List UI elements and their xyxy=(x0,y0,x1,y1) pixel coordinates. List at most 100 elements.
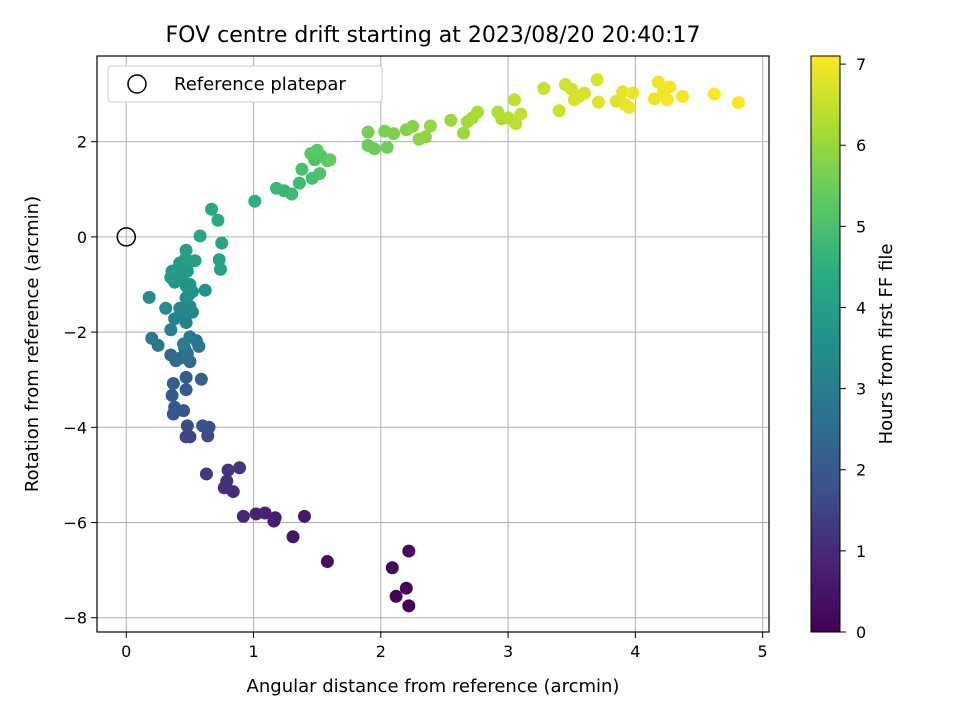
data-point xyxy=(591,95,605,109)
data-point xyxy=(297,509,311,523)
data-point xyxy=(663,80,677,94)
data-point xyxy=(268,511,282,525)
data-point xyxy=(313,167,327,181)
data-point xyxy=(179,370,193,384)
data-point xyxy=(731,96,745,110)
colorbar-tick-label: 2 xyxy=(856,461,866,480)
data-point xyxy=(380,140,394,154)
data-point xyxy=(165,264,179,278)
colorbar-ticks: 0 1 2 3 4 5 6 7 xyxy=(840,55,866,642)
chart-title: FOV centre drift starting at 2023/08/20 … xyxy=(166,23,701,48)
data-point xyxy=(205,202,219,216)
data-point xyxy=(179,383,193,397)
y-tick-label: −2 xyxy=(63,323,87,342)
data-point xyxy=(389,589,403,603)
data-point xyxy=(178,253,192,267)
data-point xyxy=(491,105,505,119)
data-point xyxy=(159,301,173,315)
colorbar-gradient xyxy=(810,55,841,633)
data-point xyxy=(221,463,235,477)
y-tick-label: −8 xyxy=(63,609,87,628)
data-point xyxy=(707,87,721,101)
data-point xyxy=(212,253,226,267)
x-tick-label: 5 xyxy=(758,642,768,661)
data-point xyxy=(660,93,674,107)
data-point xyxy=(651,75,665,89)
data-point xyxy=(233,461,247,475)
data-point xyxy=(179,243,193,257)
data-point xyxy=(537,81,551,95)
x-tick-label: 1 xyxy=(248,642,258,661)
colorbar-tick-label: 6 xyxy=(856,136,866,155)
data-point xyxy=(248,194,262,208)
data-point xyxy=(471,105,485,119)
colorbar-tick-label: 0 xyxy=(856,623,866,642)
legend-box xyxy=(107,65,383,103)
data-point xyxy=(236,509,250,523)
colorbar-tick-label: 7 xyxy=(856,55,866,74)
data-point xyxy=(198,283,212,297)
data-point xyxy=(188,254,202,268)
data-point xyxy=(647,92,661,106)
data-point xyxy=(165,388,179,402)
data-point xyxy=(457,126,471,140)
y-tick-label: 0 xyxy=(77,228,87,247)
legend-marker xyxy=(127,74,147,94)
data-point xyxy=(295,162,309,176)
data-point xyxy=(675,89,689,103)
data-point xyxy=(514,107,528,121)
data-point xyxy=(423,119,437,133)
y-axis-ticks: −8 −6 −4 −2 0 2 xyxy=(63,133,97,628)
data-point xyxy=(406,119,420,133)
colorbar-tick-label: 1 xyxy=(856,542,866,561)
data-point xyxy=(286,530,300,544)
data-point xyxy=(402,599,416,613)
data-point xyxy=(213,262,227,276)
x-axis-label: Angular distance from reference (arcmin) xyxy=(247,676,620,697)
data-point xyxy=(552,104,566,118)
data-point xyxy=(509,117,523,131)
grid-lines xyxy=(97,56,769,632)
data-point xyxy=(192,339,206,353)
data-point xyxy=(173,301,187,315)
data-point xyxy=(385,561,399,575)
data-point xyxy=(166,377,180,391)
data-point xyxy=(142,290,156,304)
data-point xyxy=(367,142,381,156)
data-point xyxy=(211,213,225,227)
data-point xyxy=(179,316,193,330)
x-tick-label: 3 xyxy=(503,642,513,661)
data-point xyxy=(177,404,191,418)
colorbar: 0 1 2 3 4 5 6 7 Hours from first FF file xyxy=(810,55,897,642)
data-point xyxy=(183,430,197,444)
data-point xyxy=(622,100,636,114)
data-point xyxy=(220,474,234,488)
colorbar-tick-label: 3 xyxy=(856,380,866,399)
data-point xyxy=(215,236,229,250)
reference-marker xyxy=(116,227,137,247)
data-point xyxy=(323,153,337,167)
data-point xyxy=(310,143,324,157)
data-point xyxy=(387,127,401,141)
x-tick-label: 4 xyxy=(630,642,640,661)
data-point xyxy=(361,125,375,139)
data-point xyxy=(292,176,306,190)
x-axis-ticks: 0 1 2 3 4 5 xyxy=(121,632,768,661)
data-point xyxy=(444,113,458,127)
data-point xyxy=(193,229,207,243)
data-point xyxy=(507,93,521,107)
data-point xyxy=(320,555,334,569)
data-point xyxy=(626,86,640,100)
data-point xyxy=(616,85,630,99)
data-point xyxy=(402,544,416,558)
y-tick-label: −4 xyxy=(63,418,87,437)
data-point xyxy=(183,277,197,291)
legend-label: Reference platepar xyxy=(174,74,346,95)
colorbar-tick-label: 4 xyxy=(856,298,866,317)
data-point xyxy=(164,323,178,337)
colorbar-label: Hours from first FF file xyxy=(876,244,897,445)
data-point xyxy=(151,338,165,352)
data-point xyxy=(269,181,283,195)
data-point xyxy=(418,130,432,144)
